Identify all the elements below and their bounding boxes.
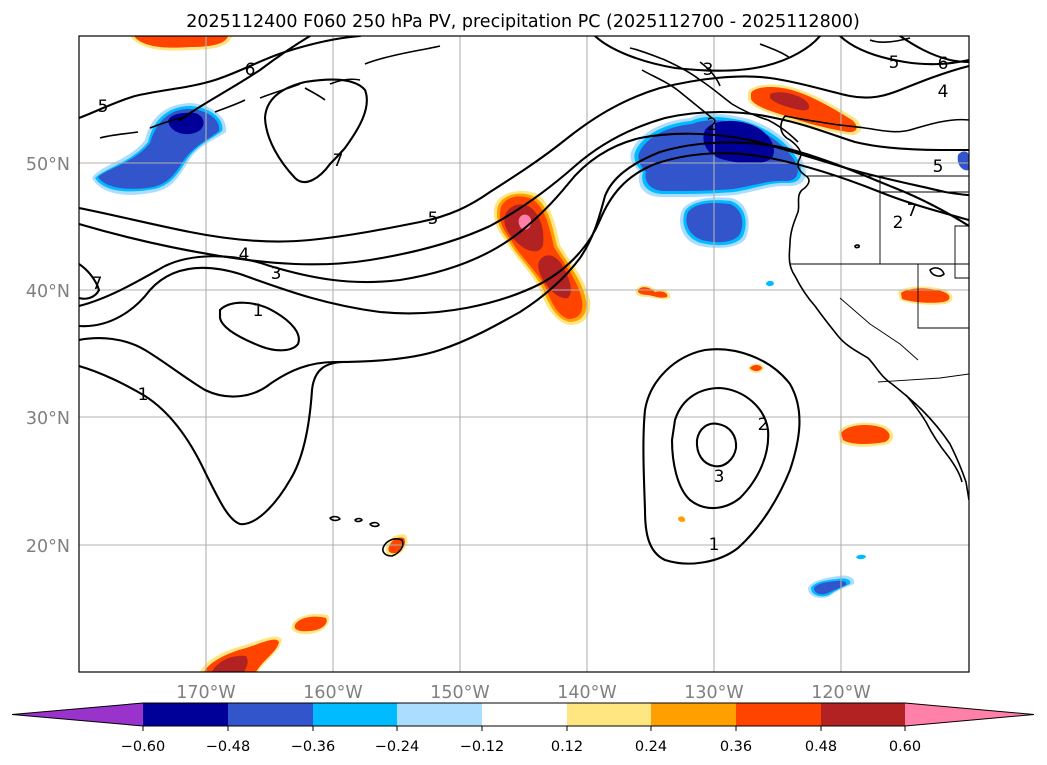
pv-contour-3-subtropical	[695, 422, 738, 468]
contour-label: 1	[253, 301, 264, 321]
pv-contour-7-ridge	[263, 78, 368, 184]
colorbar-segment	[567, 703, 651, 726]
pv-contour-2-jet	[79, 152, 969, 328]
contour-label: 5	[933, 157, 944, 177]
pv-contour-6-northeast	[898, 36, 969, 64]
contour-label: 7	[907, 201, 918, 221]
contour-label: 4	[938, 82, 949, 102]
contour-label: 3	[714, 467, 725, 487]
colorbar-segment	[313, 703, 397, 726]
lat-label-50n: 50°N	[26, 155, 70, 175]
longitude-labels: 170°W 160°W 150°W 140°W 130°W 120°W	[176, 683, 870, 703]
contour-label: 2	[893, 213, 904, 233]
pv-contour-5-northwest	[79, 36, 362, 120]
lon-label-140w: 140°W	[557, 683, 616, 703]
contour-label: 6	[245, 60, 256, 80]
lon-label-130w: 130°W	[684, 683, 743, 703]
colorbar-tick-label: 0.60	[889, 739, 921, 755]
colorbar-tick-label: −0.48	[206, 739, 250, 755]
pv-contour-3-northeast	[593, 36, 822, 72]
pv-contour-1-southwest	[79, 360, 347, 526]
pv-contour-1-jet	[79, 141, 969, 398]
colorbar-tick-labels: −0.60 −0.48 −0.36 −0.24 −0.12 0.12 0.24 …	[121, 739, 921, 755]
colorbar-ticks	[142, 726, 906, 731]
colorbar-tick-label: 0.24	[635, 739, 667, 755]
map-area	[79, 36, 969, 672]
lon-label-150w: 150°W	[430, 683, 489, 703]
colorbar-segment	[143, 703, 228, 726]
contour-label: 2	[707, 115, 718, 135]
lon-label-160w: 160°W	[303, 683, 362, 703]
pv-contours	[79, 36, 969, 565]
contour-label: 5	[428, 209, 439, 229]
pv-contour-5-northeast	[838, 36, 969, 66]
map-frame	[78, 35, 970, 673]
pv-contour-2-subtropical	[670, 386, 770, 510]
colorbar: −0.60 −0.48 −0.36 −0.24 −0.12 0.12 0.24 …	[11, 702, 1035, 755]
contour-label: 3	[703, 60, 714, 80]
colorbar-segment	[228, 703, 313, 726]
political-borders	[790, 175, 969, 383]
colorbar-segment	[651, 703, 736, 726]
colorbar-tick-label: −0.12	[460, 739, 504, 755]
map-content: 5 6 7 5 4 3 7 1 1 3 2 5 6 4 5 7 2 2 3 1	[79, 36, 969, 672]
contour-label: 1	[138, 385, 149, 405]
colorbar-tick-label: −0.24	[375, 739, 419, 755]
pv-contour-3-jet	[79, 132, 969, 308]
contour-label: 2	[758, 415, 769, 435]
contour-label: 4	[239, 245, 250, 265]
map-title: 2025112400 F060 250 hPa PV, precipitatio…	[186, 12, 860, 32]
latitude-labels: 20°N 30°N 40°N 50°N	[26, 155, 70, 557]
pv-contour-5-jet	[79, 64, 969, 243]
colorbar-tick-label: 0.12	[551, 739, 583, 755]
lat-label-40n: 40°N	[26, 282, 70, 302]
contour-label: 7	[333, 151, 344, 171]
pv-contour-labels: 5 6 7 5 4 3 7 1 1 3 2 5 6 4 5 7 2 2 3 1	[92, 53, 949, 555]
pv-contour-6-north	[178, 36, 312, 122]
colorbar-segment	[736, 703, 821, 726]
contour-label: 1	[709, 535, 720, 555]
colorbar-extend-high	[905, 703, 1034, 726]
lon-label-120w: 120°W	[811, 683, 870, 703]
contour-label: 6	[938, 54, 949, 74]
colorbar-tick-label: 0.48	[805, 739, 837, 755]
contour-label: 3	[271, 264, 282, 284]
pv-contour-1-subtropical	[642, 348, 801, 565]
gridlines	[79, 36, 969, 672]
lat-label-30n: 30°N	[26, 409, 70, 429]
contour-label: 7	[92, 274, 103, 294]
lon-label-170w: 170°W	[176, 683, 235, 703]
colorbar-tick-label: 0.36	[720, 739, 752, 755]
contour-label: 5	[98, 97, 109, 117]
pv-contour-1-cutoff	[218, 301, 300, 352]
colorbar-segment	[482, 703, 567, 726]
lat-label-20n: 20°N	[26, 537, 70, 557]
colorbar-segment	[821, 703, 905, 726]
colorbar-tick-label: −0.36	[291, 739, 335, 755]
contour-label: 5	[889, 53, 900, 73]
colorbar-segment	[397, 703, 482, 726]
pv-contour-7-west	[79, 262, 101, 300]
pv-contour-4-jet	[79, 110, 969, 266]
colorbar-extend-low	[12, 703, 143, 726]
colorbar-tick-label: −0.60	[121, 739, 165, 755]
